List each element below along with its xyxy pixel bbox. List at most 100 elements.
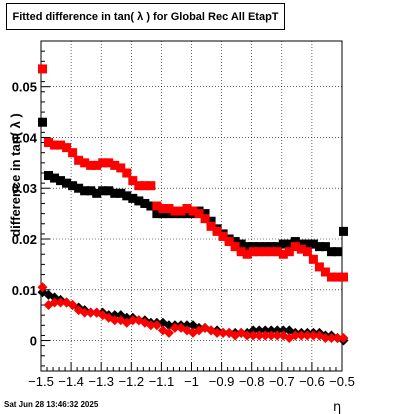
x-axis-label: η bbox=[333, 400, 341, 414]
data-point-square-s0 bbox=[122, 191, 132, 201]
data-point-square-s0 bbox=[230, 237, 240, 247]
data-point-square-s0 bbox=[308, 239, 318, 249]
data-point-square-s0 bbox=[92, 188, 102, 198]
data-point-square-s0 bbox=[206, 216, 216, 226]
data-point-square-s1 bbox=[290, 242, 300, 252]
data-point-square-s0 bbox=[236, 239, 246, 249]
data-point-square-s1 bbox=[110, 160, 120, 170]
data-point-square-s0 bbox=[68, 181, 78, 191]
data-point-diamond-s3 bbox=[49, 297, 60, 308]
data-point-diamond-s2 bbox=[248, 325, 259, 336]
data-point-diamond-s3 bbox=[326, 333, 337, 343]
data-point-square-s0 bbox=[62, 178, 72, 188]
data-point-square-s1 bbox=[152, 201, 162, 211]
data-point-diamond-s2 bbox=[254, 325, 265, 336]
x-tick-label: −1.2 bbox=[118, 374, 144, 389]
data-point-square-s1 bbox=[62, 143, 72, 153]
data-point-diamond-s2 bbox=[266, 325, 277, 336]
data-point-diamond-s2 bbox=[272, 325, 283, 336]
data-point-square-s1 bbox=[296, 244, 306, 254]
data-point-square-s0 bbox=[44, 171, 54, 181]
data-point-square-s1 bbox=[74, 155, 84, 165]
y-tick-label: 0.04 bbox=[12, 130, 38, 145]
data-point-diamond-s3 bbox=[145, 320, 156, 331]
data-point-square-s1 bbox=[242, 249, 252, 259]
data-point-square-s1 bbox=[98, 158, 108, 168]
data-point-square-s0 bbox=[134, 196, 144, 206]
data-point-diamond-s3 bbox=[163, 327, 174, 338]
data-point-square-s1 bbox=[254, 247, 264, 257]
data-point-square-s1 bbox=[284, 247, 294, 257]
data-point-square-s1 bbox=[278, 249, 288, 259]
y-tick-label: 0.05 bbox=[12, 80, 37, 95]
data-point-diamond-s3 bbox=[338, 333, 349, 343]
data-point-square-s0 bbox=[182, 209, 192, 219]
data-point-square-s1 bbox=[92, 160, 102, 170]
data-point-diamond-s3 bbox=[320, 333, 331, 343]
data-point-square-s1 bbox=[302, 247, 312, 257]
data-point-square-s0 bbox=[128, 193, 138, 203]
data-point-square-s1 bbox=[206, 221, 216, 231]
data-point-square-s1 bbox=[200, 214, 210, 224]
data-point-diamond-s3 bbox=[169, 322, 180, 333]
data-point-square-s0 bbox=[260, 242, 270, 252]
data-point-square-s1 bbox=[188, 206, 198, 216]
data-point-square-s0 bbox=[38, 117, 48, 127]
data-point-diamond-s3 bbox=[260, 330, 271, 341]
data-point-diamond-s3 bbox=[212, 327, 223, 338]
x-tick-label: −0.8 bbox=[239, 374, 265, 389]
data-point-square-s1 bbox=[326, 272, 336, 282]
data-point-square-s0 bbox=[110, 188, 120, 198]
x-tick-label: −1.5 bbox=[28, 374, 54, 389]
data-point-square-s1 bbox=[170, 206, 180, 216]
data-point-square-s0 bbox=[296, 239, 306, 249]
data-point-diamond-s3 bbox=[151, 320, 162, 331]
data-point-square-s0 bbox=[254, 242, 264, 252]
data-point-square-s1 bbox=[236, 247, 246, 257]
x-tick-label: −0.9 bbox=[209, 374, 235, 389]
data-point-diamond-s3 bbox=[218, 327, 229, 338]
data-point-square-s1 bbox=[164, 204, 174, 214]
data-point-square-s1 bbox=[140, 181, 150, 191]
data-point-diamond-s3 bbox=[272, 330, 283, 341]
data-point-square-s0 bbox=[50, 173, 60, 183]
chart-title: Fitted difference in tan( λ ) for Global… bbox=[6, 3, 285, 30]
data-point-square-s0 bbox=[339, 226, 349, 236]
data-point-square-s1 bbox=[260, 247, 270, 257]
data-point-square-s0 bbox=[284, 239, 294, 249]
data-point-square-s1 bbox=[50, 140, 60, 150]
x-tick-label: −1 bbox=[184, 374, 199, 389]
data-point-square-s1 bbox=[176, 206, 186, 216]
data-point-diamond-s3 bbox=[242, 330, 253, 341]
data-point-square-s1 bbox=[68, 148, 78, 158]
data-point-square-s1 bbox=[224, 237, 234, 247]
data-point-square-s0 bbox=[248, 242, 258, 252]
data-point-diamond-s3 bbox=[79, 307, 90, 318]
data-point-square-s1 bbox=[122, 168, 132, 178]
data-point-diamond-s3 bbox=[85, 307, 96, 318]
data-point-square-s0 bbox=[332, 247, 342, 257]
data-point-square-s1 bbox=[182, 204, 192, 214]
data-point-diamond-s3 bbox=[296, 330, 307, 341]
data-point-square-s1 bbox=[194, 209, 204, 219]
x-tick-label: −0.7 bbox=[269, 374, 295, 389]
data-point-square-s1 bbox=[314, 262, 324, 272]
data-point-square-s1 bbox=[44, 138, 54, 148]
y-tick-label: 0.01 bbox=[12, 283, 37, 298]
data-point-square-s0 bbox=[74, 183, 84, 193]
data-point-square-s0 bbox=[140, 198, 150, 208]
data-point-square-s0 bbox=[104, 186, 114, 196]
data-point-square-s1 bbox=[218, 231, 228, 241]
data-point-square-s1 bbox=[56, 140, 66, 150]
data-point-diamond-s3 bbox=[266, 330, 277, 341]
axes: −1.5 −1.4 −1.3 −1.2 −1.1 −1 −0.9 −0.8 −0.7 −0.6 −0… bbox=[12, 50, 355, 389]
data-point-square-s1 bbox=[248, 247, 258, 257]
data-point-square-s0 bbox=[278, 239, 288, 249]
data-point-square-s0 bbox=[242, 242, 252, 252]
data-point-diamond-s3 bbox=[127, 315, 138, 326]
data-point-diamond-s3 bbox=[37, 282, 48, 293]
data-point-diamond-s3 bbox=[109, 315, 120, 326]
data-point-square-s1 bbox=[212, 226, 222, 236]
data-point-square-s1 bbox=[308, 254, 318, 264]
